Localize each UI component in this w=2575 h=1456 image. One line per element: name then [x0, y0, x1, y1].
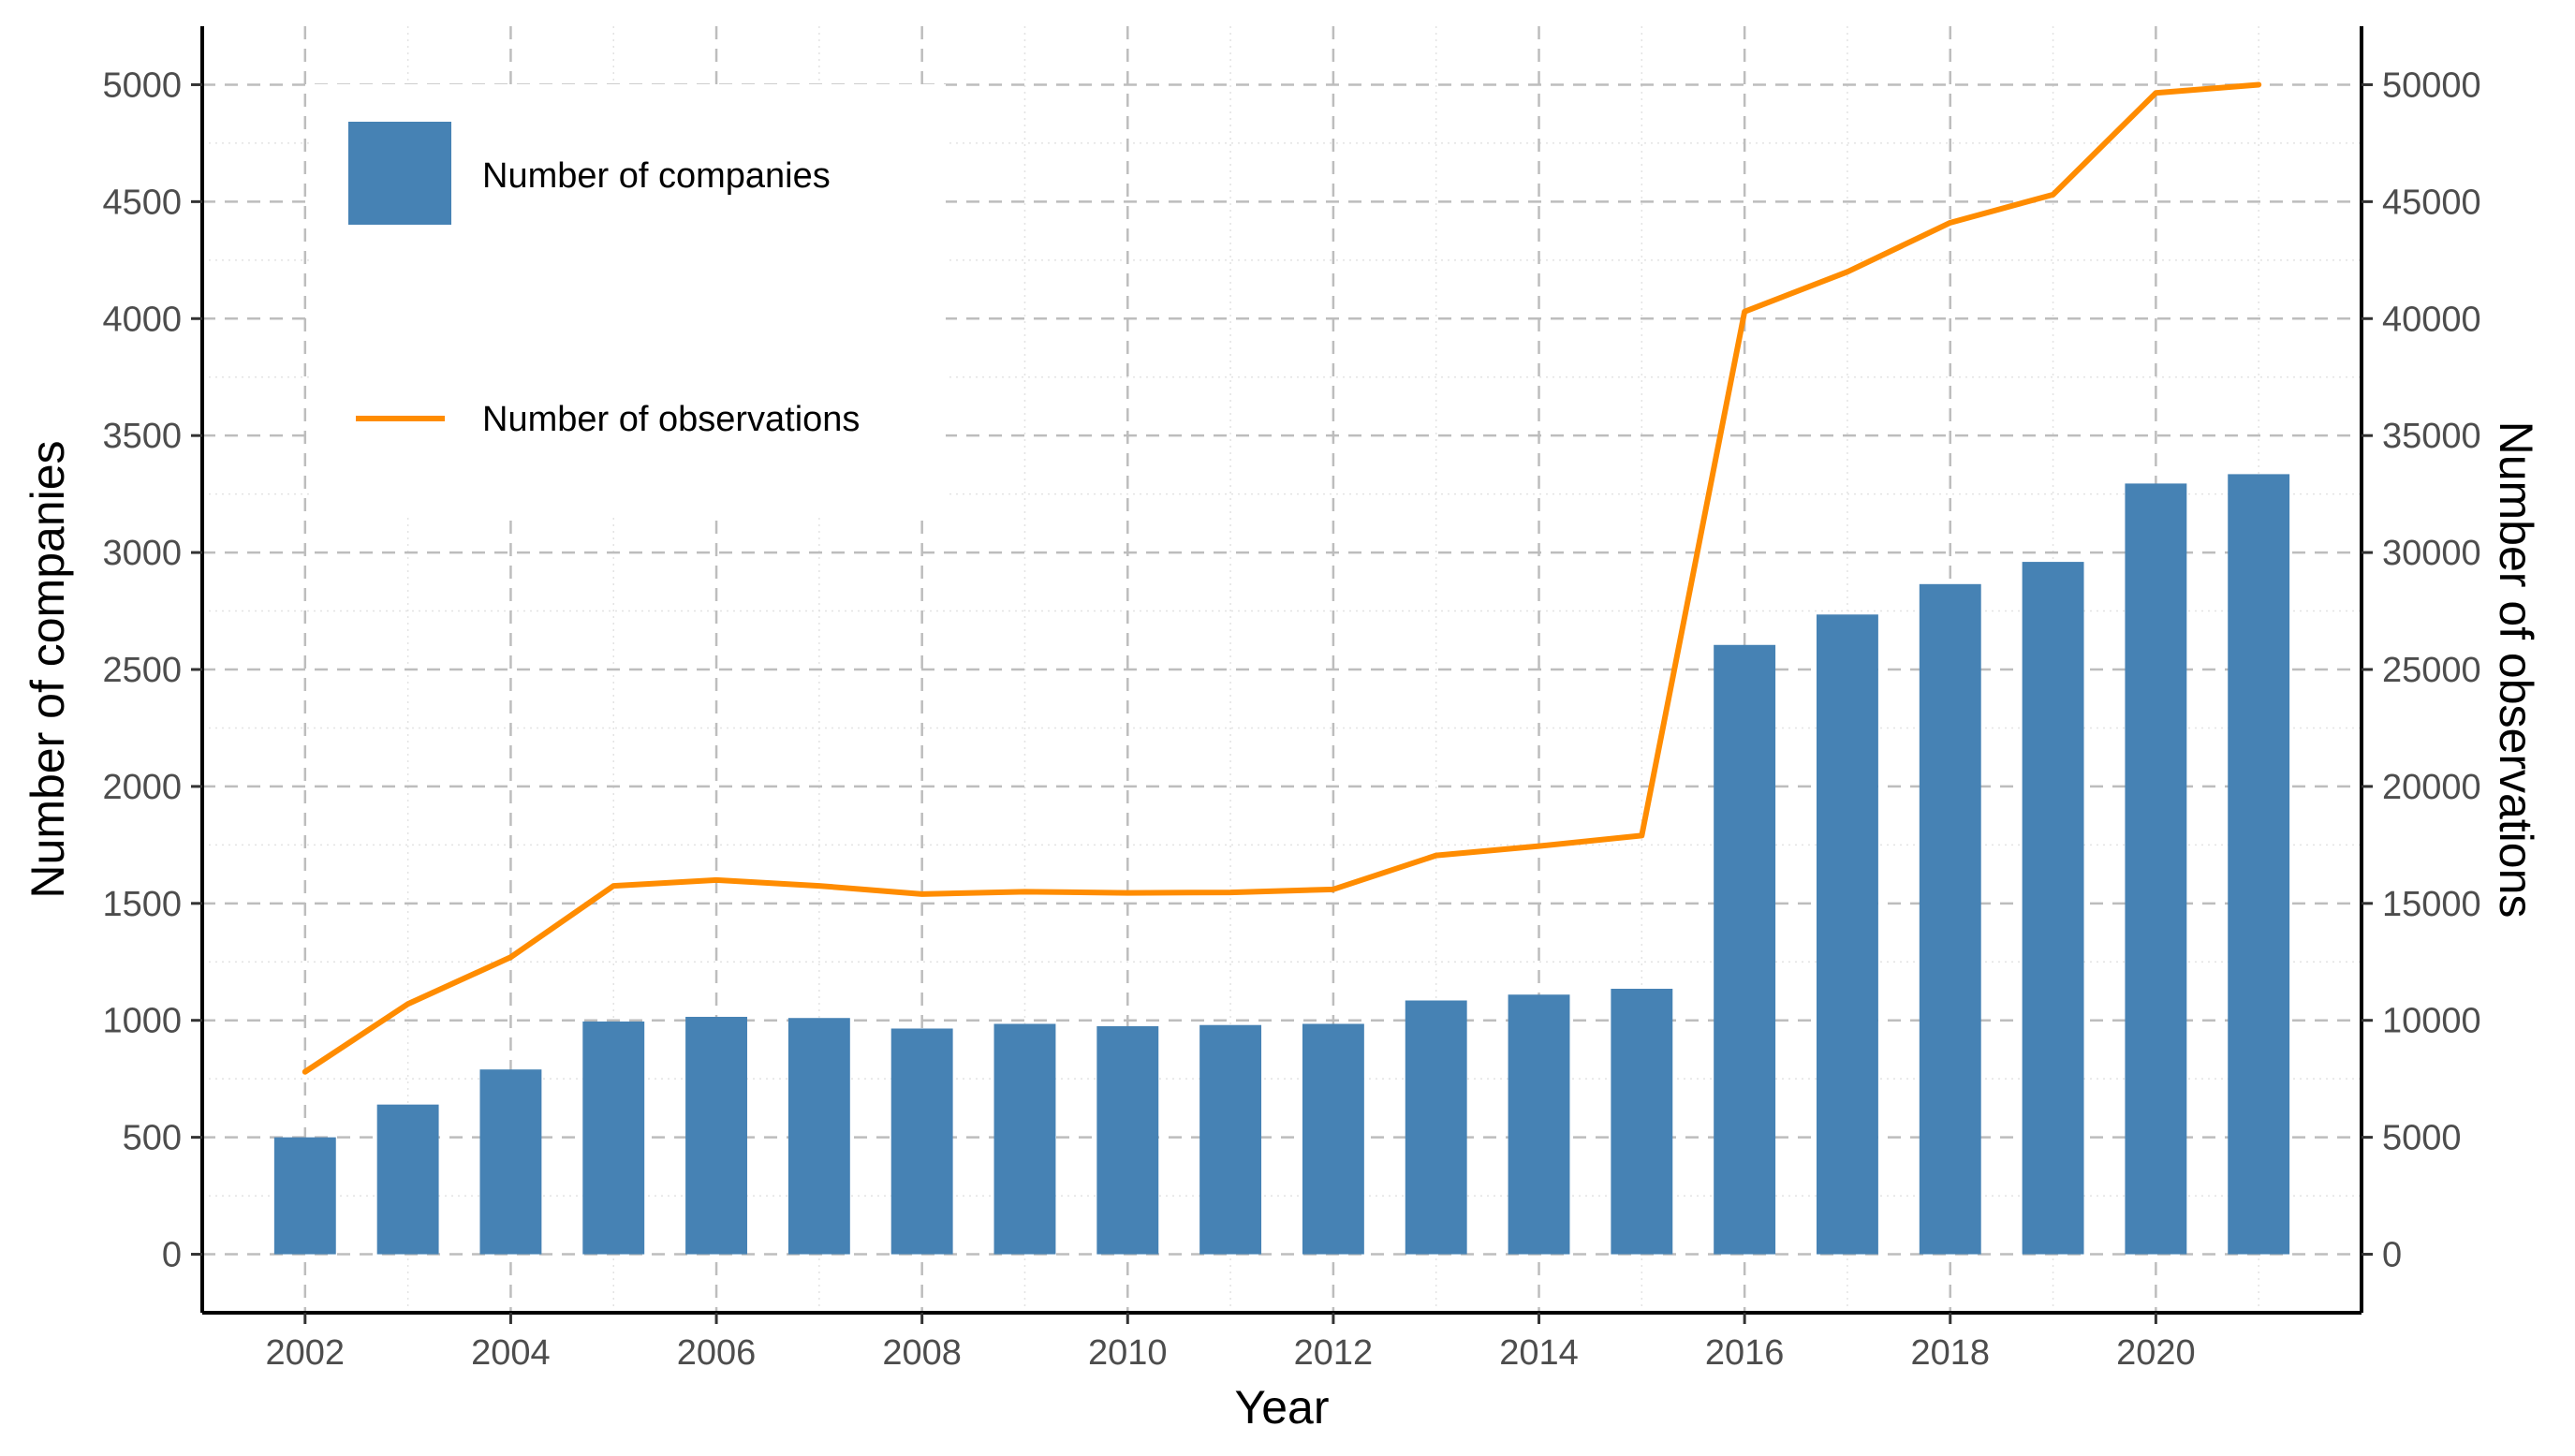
left-y-tick-label: 500 [123, 1119, 182, 1158]
legend-label-observations: Number of observations [482, 400, 860, 439]
bar-companies-2017 [1817, 614, 1878, 1254]
x-axis-title: Year [1234, 1381, 1329, 1434]
right-y-tick-label: 50000 [2382, 66, 2481, 105]
bar-companies-2009 [994, 1023, 1056, 1254]
bar-companies-2016 [1714, 645, 1775, 1255]
left-y-tick-label: 1000 [102, 1002, 182, 1041]
bar-companies-2008 [891, 1028, 953, 1254]
x-tick-label: 2018 [1910, 1333, 1990, 1373]
legend-label-companies: Number of companies [482, 156, 831, 196]
right-y-tick-label: 45000 [2382, 183, 2481, 222]
bar-companies-2006 [685, 1017, 747, 1255]
bar-companies-2021 [2228, 474, 2289, 1254]
bar-companies-2011 [1199, 1025, 1261, 1255]
left-y-tick-label: 4500 [102, 183, 182, 222]
bar-companies-2007 [788, 1018, 850, 1254]
bar-companies-2019 [2023, 562, 2084, 1254]
legend-key-companies [348, 122, 451, 225]
left-y-tick-label: 3500 [102, 417, 182, 456]
left-y-tick-label: 5000 [102, 66, 182, 105]
bar-companies-2002 [274, 1138, 336, 1255]
right-y-tick-label: 25000 [2382, 651, 2481, 690]
right-y-tick-label: 0 [2382, 1236, 2402, 1275]
right-y-tick-label: 40000 [2382, 300, 2481, 339]
x-tick-label: 2002 [266, 1333, 346, 1373]
x-tick-label: 2020 [2116, 1333, 2196, 1373]
left-y-tick-label: 2500 [102, 651, 182, 690]
x-tick-label: 2014 [1499, 1333, 1579, 1373]
bar-companies-2015 [1611, 989, 1672, 1255]
x-tick-label: 2008 [882, 1333, 962, 1373]
bar-companies-2013 [1405, 1000, 1467, 1254]
bar-companies-2012 [1302, 1023, 1364, 1254]
left-y-tick-label: 2000 [102, 768, 182, 807]
right-y-tick-label: 35000 [2382, 417, 2481, 456]
right-y-tick-label: 20000 [2382, 768, 2481, 807]
left-y-tick-label: 0 [162, 1236, 182, 1275]
left-y-tick-label: 4000 [102, 300, 182, 339]
x-tick-label: 2012 [1294, 1333, 1374, 1373]
x-tick-label: 2010 [1088, 1333, 1168, 1373]
left-y-tick-label: 3000 [102, 534, 182, 573]
right-y-tick-label: 30000 [2382, 534, 2481, 573]
right-y-tick-label: 5000 [2382, 1119, 2462, 1158]
x-tick-label: 2004 [471, 1333, 551, 1373]
bar-companies-2010 [1096, 1026, 1158, 1255]
x-tick-label: 2006 [677, 1333, 757, 1373]
bar-companies-2018 [1920, 584, 1981, 1255]
left-y-axis-title: Number of companies [22, 440, 74, 898]
bar-companies-2005 [582, 1022, 644, 1255]
bar-companies-2014 [1508, 994, 1570, 1254]
x-tick-label: 2016 [1705, 1333, 1785, 1373]
bar-companies-2004 [479, 1069, 541, 1254]
right-y-axis-title: Number of observations [2490, 421, 2542, 919]
bar-companies-2003 [377, 1105, 439, 1255]
right-y-tick-label: 10000 [2382, 1002, 2481, 1041]
legend: Number of companies Number of observatio… [309, 84, 946, 515]
left-y-tick-label: 1500 [102, 885, 182, 924]
right-y-tick-label: 15000 [2382, 885, 2481, 924]
bar-companies-2020 [2125, 483, 2186, 1254]
